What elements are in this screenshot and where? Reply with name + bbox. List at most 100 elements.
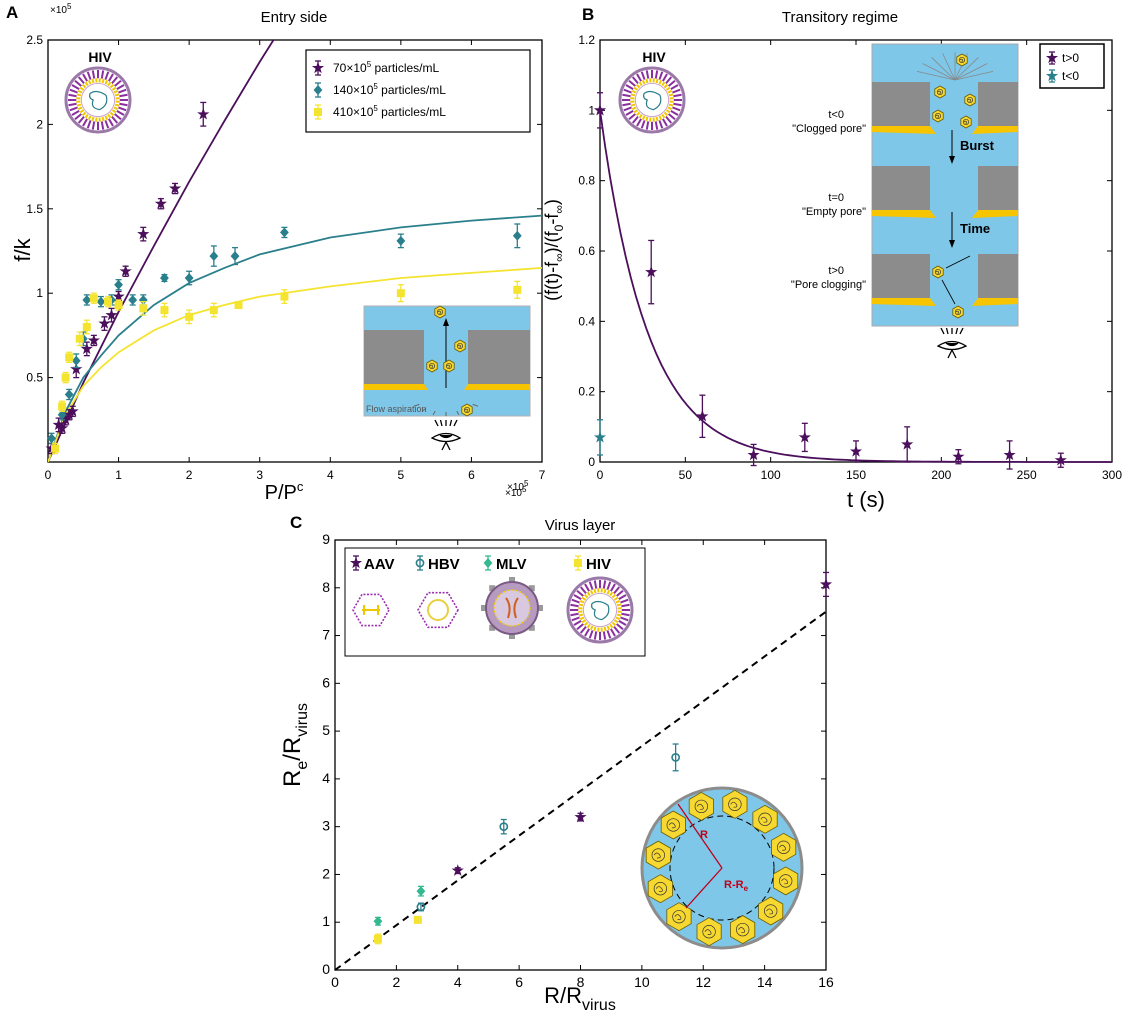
chart-a-point [168,182,182,194]
chart-c-title: Virus layer [545,517,616,534]
vl-radius-line [677,803,723,869]
hiv-virion-icon-inner-spike [616,613,622,617]
hiv-virion-icon-spike [82,118,88,127]
chart-a-point-shape [280,292,289,301]
hiv-virion-icon-spike [658,71,664,80]
eye-icon-lid [430,432,462,443]
mlv-icon-spike [509,633,515,639]
hiv-virion-icon-inner-spike [615,599,621,604]
hiv-virion-icon-inner-spike [645,78,649,84]
hiv-virion-icon-inner-spike [114,93,120,97]
chart-b-point-shape [696,409,709,422]
schematic-virus-genome [954,308,962,316]
chart-a-point-shape [87,334,100,346]
vl-virus-capsid [730,915,756,945]
chart-c-y-tick-label: 1 [322,913,330,929]
chart-b-x-tick-label: 300 [1102,468,1122,482]
pore-virus-capsid [426,359,438,373]
schematic-virus-capsid [932,265,944,279]
hiv-virion-icon-spike [645,121,650,130]
hiv-virion-icon-inner-spike [104,79,109,85]
hiv-virion-icon-inner-spike [638,81,643,87]
hiv-virion-icon-spike [71,84,80,90]
chart-a-point [114,279,123,290]
chart-a-y-tick-label: 2 [36,117,43,131]
hiv-virion-icon-spike [610,583,616,592]
chart-b-y-tick-label: 0 [588,455,595,469]
chart-b-y-axis-label: (f(t)-f∞)/(f0-f∞) [542,199,566,301]
hiv-virion-icon-inner-spike [631,106,637,111]
vl-virus-capsid [722,789,748,819]
hiv-virion-icon-inner-spike [655,78,659,84]
hiv-virion-icon-inner-spike [101,116,105,122]
vl-virus [645,840,671,870]
chart-c-point-shape [671,752,681,762]
chart-a-point-shape [114,301,123,310]
chart-b-legend-marker-shape [1045,51,1059,64]
chart-a-point-shape [168,182,182,194]
pore-flow-arrowhead [443,318,449,326]
eye-icon-lashes [947,349,957,359]
chart-c-x-axis-label: R/Rvirus [544,983,616,1014]
chart-a-point [209,306,218,315]
vl-inner-circle [669,815,775,921]
schematic-gold-left [872,126,936,134]
hiv-virion-icon-spike [570,612,579,617]
chart-a-point-shape [119,264,132,277]
schematic-virus-genome-loop [937,90,942,94]
schematic-virus-genome-loop [963,120,968,124]
pore-virus [454,339,466,353]
chart-a-point-shape [56,421,69,434]
hiv-virion-icon-inner-spike [658,115,663,121]
chart-a-point-shape [103,297,112,306]
chart-a-point [58,402,67,411]
schematic-time-label: Time [960,221,990,236]
hiv-virion-icon-spike [672,106,681,112]
chart-c-point-shape [819,577,833,590]
chart-b-point-shape [593,430,607,443]
hiv-virion-icon-inner-spike [645,116,649,122]
vl-virus-genome [776,840,791,854]
hiv-virion-icon-spike [104,120,110,129]
schematic-membrane-left [872,82,930,126]
vl-virus [771,832,797,862]
chart-c-legend-marker [415,558,425,568]
chart-a-point-shape [61,373,70,382]
eye-icon-ray [945,327,949,335]
chart-b-point [747,448,760,461]
chart-c-point-shape [373,916,383,927]
eye-icon [430,419,462,451]
chart-a-x-tick-label: 4 [327,468,334,482]
chart-a-plot-area: 0 1 2 3 4 5 6 7 0.5 1 1.5 2 2.5 HIV Flow aspiration 70×… [26,33,545,482]
chart-c-y-tick-label: 3 [322,818,330,834]
pore-virus-capsid [443,359,455,373]
chart-a-point [51,444,60,453]
schematic-burst-ray [922,63,956,81]
chart-a-y-tick-label: 1.5 [26,202,43,216]
schematic-membrane-left [872,254,930,298]
chart-a-point [80,342,93,355]
schematic-virus-genome [966,96,974,104]
hiv-virion-icon-inner-spike [668,103,674,107]
chart-a-point-shape [197,107,210,120]
schematic-virus [932,109,944,123]
chart-a-axes-box [47,39,543,463]
mlv-icon-spike [489,585,496,592]
hiv-virion-icon-spike [584,583,590,592]
chart-a-legend-label-unit: particles/mL [371,61,439,75]
hiv-virion-icon-spike [618,594,627,600]
hiv-virion-icon-inner-spike [609,591,614,597]
chart-a-x-tick-label: 0 [45,468,52,482]
chart-a-point-shape [184,273,194,283]
chart-a-legend-label-num: 410×10 [333,105,374,119]
chart-a-point-shape [512,230,522,241]
hiv-virion-icon-spike [620,598,629,604]
vl-virus-genome-loop [653,852,661,859]
hiv-virion-icon-spike [69,106,78,112]
schematic-virus-genome-loop [959,58,964,62]
chart-a-point-shape [160,273,169,283]
hiv-virion-icon-spike [119,102,128,107]
hiv-virion-icon-inner-spike [641,115,646,121]
hiv-virion-icon-spike [616,623,624,631]
pore-virus [434,305,446,319]
